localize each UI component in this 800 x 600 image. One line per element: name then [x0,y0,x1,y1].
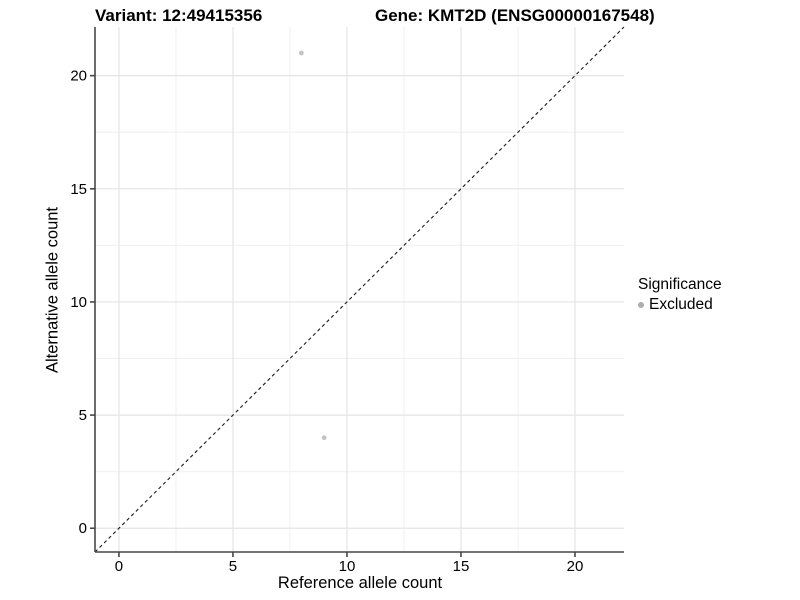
excluded-point-icon [638,302,644,308]
legend-item-excluded: Excluded [638,296,722,314]
x-tick-label: 0 [115,558,123,575]
y-tick-label: 5 [79,407,87,424]
plot-title-gene: Gene: KMT2D (ENSG00000167548) [375,6,655,25]
y-axis-title: Alternative allele count [43,206,62,374]
x-tick-label: 10 [339,558,356,575]
y-tick-label: 10 [70,294,87,311]
legend: Significance Excluded [638,276,722,314]
identity-dashed-line [94,26,625,553]
legend-item-label: Excluded [649,296,713,313]
plot-title-variant: Variant: 12:49415356 [95,6,263,25]
legend-title: Significance [638,276,722,293]
x-tick-label: 5 [229,558,237,575]
data-point [321,435,327,441]
y-tick-label: 20 [70,68,87,85]
y-tick-label: 15 [70,181,87,198]
x-axis-title: Reference allele count [277,574,443,592]
data-point [298,50,304,56]
x-tick-label: 20 [567,558,584,575]
x-tick-label: 15 [453,558,470,575]
y-tick-label: 0 [79,520,87,537]
